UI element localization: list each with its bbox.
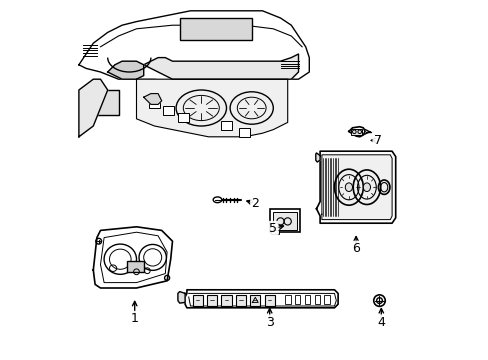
Bar xyxy=(284,295,290,304)
Bar xyxy=(149,99,160,108)
Bar xyxy=(350,129,362,135)
Bar xyxy=(221,121,231,130)
Text: 5: 5 xyxy=(269,222,277,235)
Bar xyxy=(179,18,251,40)
Polygon shape xyxy=(143,54,298,79)
Bar xyxy=(206,294,217,306)
Polygon shape xyxy=(178,292,185,303)
Text: 7: 7 xyxy=(373,134,381,147)
Bar xyxy=(221,294,231,306)
Ellipse shape xyxy=(213,197,222,203)
Polygon shape xyxy=(93,227,172,288)
Bar xyxy=(178,113,188,122)
Bar xyxy=(324,295,329,304)
Text: 6: 6 xyxy=(351,242,359,255)
Bar xyxy=(269,209,300,232)
Ellipse shape xyxy=(363,183,370,192)
Polygon shape xyxy=(316,151,395,223)
Bar xyxy=(192,294,203,306)
Bar xyxy=(294,295,300,304)
Polygon shape xyxy=(93,90,118,115)
Polygon shape xyxy=(79,79,107,137)
Bar xyxy=(272,212,296,230)
Polygon shape xyxy=(315,153,320,162)
Bar xyxy=(127,261,143,272)
Polygon shape xyxy=(185,290,337,308)
Bar xyxy=(250,294,260,306)
Polygon shape xyxy=(321,155,391,220)
Bar xyxy=(271,230,278,234)
Text: 1: 1 xyxy=(130,312,139,325)
Text: 3: 3 xyxy=(265,316,273,329)
Polygon shape xyxy=(107,61,143,79)
Text: 4: 4 xyxy=(377,316,385,329)
Text: 2: 2 xyxy=(251,197,259,210)
Bar xyxy=(239,128,249,137)
Bar xyxy=(163,106,174,115)
Bar xyxy=(264,294,274,306)
Polygon shape xyxy=(143,94,162,104)
Polygon shape xyxy=(79,11,309,83)
Ellipse shape xyxy=(345,183,352,192)
Polygon shape xyxy=(136,79,287,137)
Bar xyxy=(304,295,310,304)
Polygon shape xyxy=(348,127,365,137)
Bar xyxy=(235,294,245,306)
Bar xyxy=(314,295,320,304)
